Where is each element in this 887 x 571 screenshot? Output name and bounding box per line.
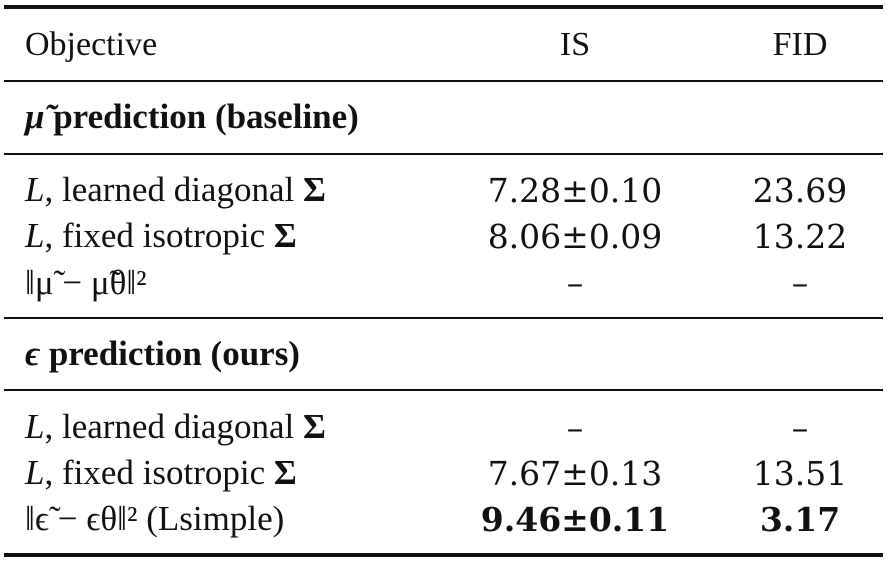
bottom-rule [4,553,883,557]
row-fid-value: – [791,408,809,447]
row-fid-value: 23.69 [752,171,848,210]
row-fid-value-best: 3.17 [759,500,841,539]
row-objective: L, fixed isotropic Σ [25,216,297,255]
row-objective-formula: ‖ϵ̃ − ϵθ‖² (Lsimple) [25,499,285,538]
header-objective: Objective [25,26,158,63]
row-is-value-best: 9.46±0.11 [480,500,670,539]
row-objective: L, learned diagonal Σ [25,170,326,209]
section-title-symbol: μ̃ [25,97,45,136]
row-objective: L, fixed isotropic Σ [25,453,297,492]
section-title-text: prediction (baseline) [53,97,359,136]
row-is-value: 8.06±0.09 [487,217,663,256]
row-objective-formula: ‖μ̃ − μ̃θ‖² [25,263,147,302]
top-rule [4,5,883,9]
section1-rule [4,153,883,155]
row-is-value: 7.67±0.13 [487,454,663,493]
section-title-baseline: μ̃ prediction (baseline) [25,99,359,134]
section-title-symbol: ϵ [25,334,41,373]
row-is-value: – [566,263,584,302]
header-fid: FID [772,26,828,63]
row-fid-value: 13.22 [752,217,848,256]
header-is: IS [559,26,591,63]
section-title-text: prediction (ours) [48,334,300,373]
row-is-value: – [566,408,584,447]
row-fid-value: 13.51 [752,454,848,493]
row-is-value: 7.28±0.10 [487,171,663,210]
header-rule [4,80,883,82]
section-title-ours: ϵ prediction (ours) [25,336,300,371]
row-fid-value: – [791,263,809,302]
row-objective: L, learned diagonal Σ [25,407,326,446]
mid-rule [4,317,883,319]
section2-rule [4,389,883,391]
